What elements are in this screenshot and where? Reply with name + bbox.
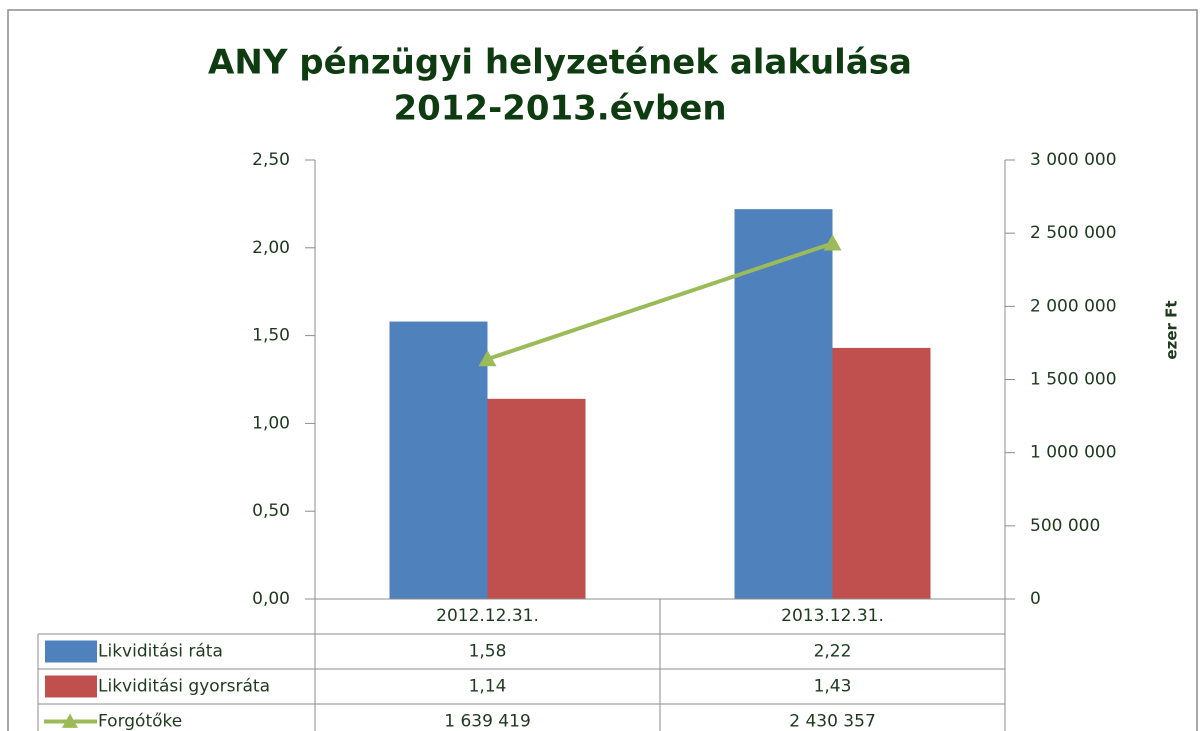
y-tick-label: 0,50	[252, 501, 290, 521]
chart-title: 2012-2013.évben	[393, 89, 726, 129]
legend-label: Likviditási ráta	[98, 642, 223, 662]
y2-tick-label: 500 000	[1030, 516, 1100, 536]
line-marker	[823, 234, 842, 251]
table-value: 1,43	[814, 677, 852, 697]
table-value: 1,58	[469, 642, 507, 662]
y-tick-label: 1,50	[252, 326, 290, 346]
legend-key	[45, 640, 97, 663]
bar	[389, 321, 488, 599]
bar	[734, 209, 833, 599]
y-tick-label: 2,00	[252, 238, 290, 258]
line	[486, 241, 834, 361]
x-tick-label: 2012.12.31.	[436, 606, 539, 626]
legend-label: Likviditási gyorsráta	[98, 677, 270, 697]
table-value: 2,22	[814, 642, 852, 662]
chart-title: ANY pénzügyi helyzetének alakulása	[208, 43, 912, 83]
y2-tick-label: 0	[1030, 589, 1041, 609]
y-tick-label: 0,00	[252, 589, 290, 609]
y2-tick-label: 1 500 000	[1030, 370, 1117, 390]
y2-tick-label: 3 000 000	[1030, 150, 1117, 170]
y2-tick-label: 2 500 000	[1030, 223, 1117, 243]
bar	[832, 347, 931, 599]
legend-label: Forgótőke	[98, 712, 182, 731]
legend-key	[45, 675, 97, 698]
chart-frame	[7, 9, 1198, 731]
line-marker	[478, 350, 497, 367]
y2-tick-label: 1 000 000	[1030, 443, 1117, 463]
x-tick-label: 2013.12.31.	[781, 606, 884, 626]
table-value: 2 430 357	[789, 712, 876, 731]
y-tick-label: 2,50	[252, 150, 290, 170]
y2-tick-label: 2 000 000	[1030, 296, 1117, 316]
y2-axis-label: ezer Ft	[1163, 300, 1181, 359]
y-tick-label: 1,00	[252, 413, 290, 433]
table-value: 1 639 419	[444, 712, 531, 731]
table-value: 1,14	[469, 677, 507, 697]
legend-key	[62, 713, 78, 728]
bar	[487, 398, 586, 599]
